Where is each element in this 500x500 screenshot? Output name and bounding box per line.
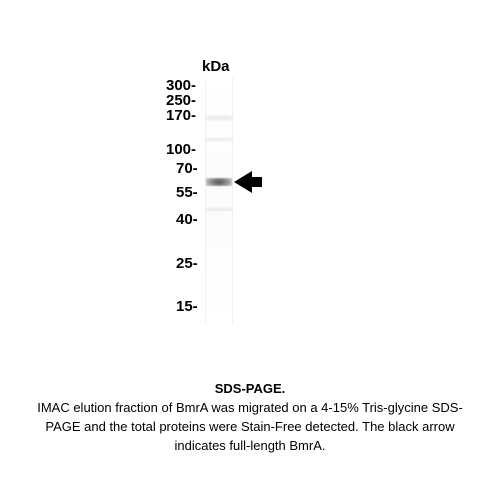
band-arrow-icon: [234, 171, 262, 198]
figure-caption: SDS-PAGE. IMAC elution fraction of BmrA …: [0, 380, 500, 455]
mw-marker-label: 25-: [176, 255, 198, 272]
gel-lane: [205, 78, 233, 324]
mw-marker-label: 70-: [176, 160, 198, 177]
caption-title: SDS-PAGE.: [215, 381, 286, 396]
gel-faint-band: [206, 116, 232, 120]
gel-faint-band: [206, 208, 232, 211]
kda-unit-label: kDa: [202, 58, 230, 75]
mw-marker-label: 100-: [166, 141, 196, 158]
gel-figure-area: kDa 300-250-170-100-70-55-40-25-15-: [0, 0, 500, 380]
caption-body: IMAC elution fraction of BmrA was migrat…: [37, 400, 463, 453]
gel-main-band: [206, 178, 232, 186]
mw-marker-label: 40-: [176, 211, 198, 228]
mw-marker-label: 170-: [166, 107, 196, 124]
mw-marker-label: 15-: [176, 298, 198, 315]
mw-marker-label: 55-: [176, 184, 198, 201]
gel-faint-band: [206, 138, 232, 141]
